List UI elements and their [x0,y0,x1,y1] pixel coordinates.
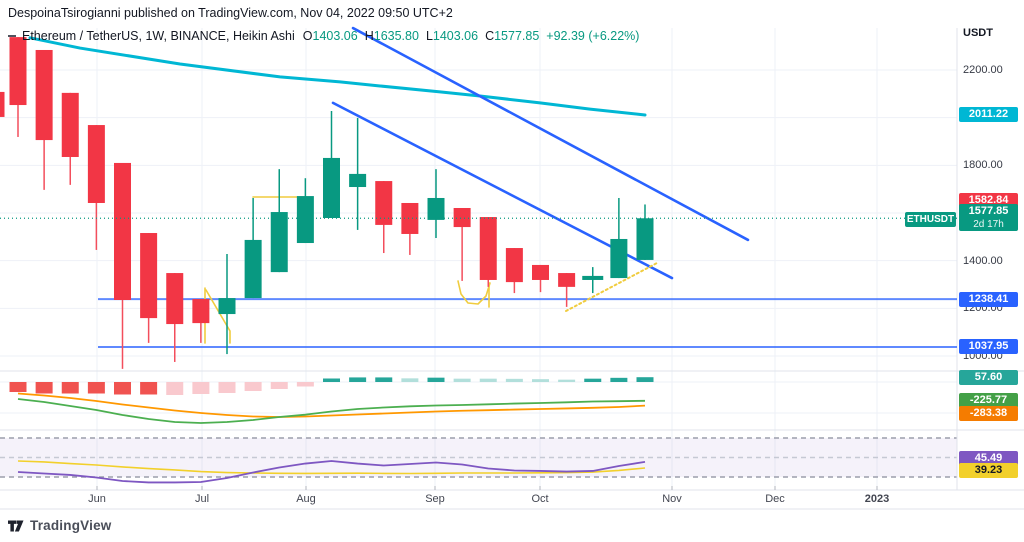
macd-histogram-bar [296,382,314,387]
macd-histogram-bar [453,378,471,382]
yellow-drawing[interactable] [457,280,491,305]
macd-histogram-bar [87,382,105,394]
yellow-drawing[interactable] [565,262,658,312]
last-price-badge: 1577.85 2d 17h [959,204,1018,231]
tradingview-logo-icon [8,520,24,531]
candle-body [582,275,604,280]
time-axis-label: Aug [296,493,316,505]
moving-average-line [28,36,647,117]
macd-histogram-bar [558,379,576,382]
macd-signal-line [17,392,646,418]
candle-body [558,273,576,287]
candle-body [610,238,628,279]
candle-body [401,202,419,234]
candle-body [479,217,497,280]
macd-histogram-bar [505,378,523,382]
macd-histogram-bar [218,382,236,393]
candle-body [0,91,5,117]
macd-histogram-bar [244,382,262,391]
ohlc-high: H1635.80 [364,29,419,43]
macd-line-badge: -225.77 [959,393,1018,408]
symbol-title[interactable]: Ethereum / TetherUS, 1W, BINANCE, Heikin… [22,29,295,43]
macd-histogram-bar [479,378,497,382]
rsi-line [17,460,646,484]
candle-body [296,196,314,244]
ma-value-badge: 2011.22 [959,107,1018,122]
macd-histogram-bar [192,382,210,394]
candle-body [35,49,53,141]
hline-1-badge: 1238.41 [959,292,1018,307]
attribution-text: DespoinaTsirogianni published on Trading… [8,6,453,20]
candle-body [114,162,131,300]
candle-body [636,218,654,260]
macd-histogram-bar [166,382,184,395]
macd-histogram-bar [532,379,549,382]
candle-body [218,298,236,315]
macd-histogram-bar [349,377,367,382]
symbol-price-label: ETHUSDT [905,212,956,227]
rsi-line-badge: 45.49 [959,451,1018,466]
macd-histogram-bar [9,382,27,392]
price-change: +92.39 (+6.22%) [546,29,640,43]
time-axis-label: Jul [194,493,210,505]
time-axis-label: Oct [531,493,549,505]
series-marker-icon [8,35,16,37]
time-axis-label: Sep [425,493,445,505]
macd-histogram-bar [375,377,393,382]
macd-histogram-bar [584,378,602,382]
price-axis[interactable]: USDT 2200.00 1800.00 1400.00 1200.00 1000.00… [957,0,1024,510]
macd-histogram-bar [401,378,419,382]
macd-histogram-bar [61,382,79,394]
macd-line [17,398,646,424]
ohlc-close: C1577.85 [485,29,540,43]
candle-body [505,248,523,283]
tradingview-logo[interactable]: TradingView [8,518,111,533]
macd-histogram-bar [140,382,158,395]
macd-hist-badge: 57.60 [959,370,1018,385]
candle-body [375,181,393,225]
candle-body [166,273,184,325]
candle-body [532,264,549,280]
candle-body [192,299,210,324]
macd-histogram-bar [114,382,131,395]
candle-body [349,173,367,188]
yellow-drawing[interactable] [205,289,231,344]
axis-unit-label: USDT [963,27,993,39]
macd-histogram-bar [323,378,340,382]
symbol-ohlc-row: Ethereum / TetherUS, 1W, BINANCE, Heikin… [8,29,639,43]
price-axis-label: 1400.00 [963,254,1003,267]
candle-body [453,207,471,228]
candle-body [61,92,79,157]
trendline-drawing[interactable] [351,26,750,242]
macd-histogram-bar [427,377,445,382]
macd-histogram-bar [270,382,288,389]
candle-body [87,125,105,203]
candle-body [244,239,262,299]
rsi-ma-line [17,460,646,475]
time-axis-label: 2023 [864,493,890,505]
time-axis-label: Dec [765,493,785,505]
time-axis-label: Nov [662,493,682,505]
candle-body [9,37,27,106]
macd-histogram-bar [35,382,53,394]
candle-body [270,212,288,273]
ohlc-low: L1403.06 [425,29,479,43]
price-axis-label: 2200.00 [963,64,1003,76]
macd-histogram-bar [636,377,654,382]
time-axis-label: Jun [88,493,106,505]
ohlc-open: O1403.06 [302,29,358,43]
price-axis-label: 1800.00 [963,159,1003,172]
candle-body [427,197,445,220]
hline-2-badge: 1037.95 [959,339,1018,354]
macd-histogram-bar [610,377,628,382]
time-axis[interactable]: Jun Jul Aug Sep Oct Nov Dec 2023 [0,490,957,510]
candle-body [140,233,158,319]
macd-signal-badge: -283.38 [959,406,1018,421]
candle-body [323,157,340,219]
rsi-ma-badge: 39.23 [959,463,1018,478]
tradingview-logo-text: TradingView [30,518,112,533]
